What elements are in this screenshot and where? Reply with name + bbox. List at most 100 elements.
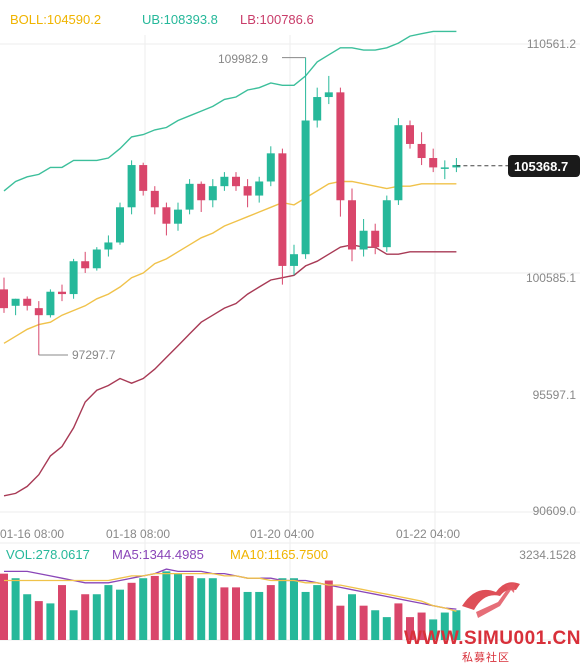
candles-group	[0, 57, 461, 356]
candle[interactable]	[23, 296, 32, 311]
candle-body	[255, 181, 264, 196]
candle[interactable]	[197, 181, 206, 212]
candle-body	[220, 176, 229, 187]
candle[interactable]	[127, 160, 136, 215]
candle-body	[417, 143, 426, 159]
candle-body	[46, 291, 55, 316]
candle[interactable]	[34, 301, 43, 356]
volume-bar	[162, 571, 171, 640]
candle[interactable]	[174, 202, 182, 231]
candle[interactable]	[139, 162, 148, 196]
price-label-2: 100585.1	[526, 271, 576, 285]
candle[interactable]	[440, 160, 449, 180]
volume-bar	[139, 578, 148, 640]
grid-lines	[0, 35, 580, 641]
volume-bar	[69, 610, 78, 640]
high-annotation: 109982.9	[218, 52, 306, 66]
candle-body	[185, 183, 194, 210]
candle-body	[116, 207, 124, 243]
candle[interactable]	[46, 289, 55, 318]
candle-body	[429, 158, 438, 168]
candle-body	[104, 242, 113, 250]
candle-body	[313, 97, 322, 121]
candle[interactable]	[429, 148, 438, 173]
volume-bar	[197, 578, 206, 640]
volume-bar	[116, 589, 124, 640]
candle[interactable]	[243, 179, 252, 208]
candle-body	[394, 125, 403, 201]
candle[interactable]	[313, 87, 322, 128]
candle[interactable]	[81, 251, 90, 273]
candle[interactable]	[255, 176, 264, 203]
ma10-label: MA10:1165.7500	[230, 547, 328, 562]
candle-body	[127, 165, 136, 208]
price-label-3: 95597.1	[533, 388, 577, 402]
candle[interactable]	[116, 202, 124, 245]
volume-bar	[278, 578, 287, 640]
candle-body	[23, 298, 32, 306]
watermark-logo: WWW.SIMU001.CN 私募社区	[404, 582, 580, 664]
candle-body	[382, 200, 391, 248]
time-label-3: 01-20 04:00	[250, 527, 314, 541]
candle[interactable]	[92, 247, 101, 271]
candle[interactable]	[301, 57, 310, 259]
candle[interactable]	[394, 118, 403, 205]
time-label-2: 01-18 08:00	[106, 527, 170, 541]
candle[interactable]	[290, 244, 298, 276]
candle[interactable]	[162, 202, 171, 236]
candle[interactable]	[266, 146, 275, 187]
current-price-badge	[508, 155, 580, 177]
time-label-1: 01-16 08:00	[0, 527, 64, 541]
volume-ma5-line	[4, 568, 457, 610]
candle[interactable]	[69, 258, 78, 299]
candle-body	[232, 176, 240, 187]
candle-body	[359, 230, 368, 250]
low-annotation: 97297.7	[38, 348, 116, 362]
candle[interactable]	[208, 179, 217, 208]
vol-label: VOL:278.0617	[6, 547, 90, 562]
candle[interactable]	[336, 87, 345, 217]
volume-bar	[243, 591, 252, 640]
bull-logo-icon	[462, 582, 520, 610]
candle[interactable]	[348, 188, 356, 262]
volume-bar	[92, 594, 101, 640]
candle[interactable]	[406, 120, 414, 149]
candle[interactable]	[104, 235, 113, 257]
candle-body	[174, 209, 182, 224]
volume-max-label: 3234.1528	[519, 548, 576, 562]
volume-bar	[174, 573, 182, 640]
volume-bar	[406, 617, 414, 640]
boll-label: BOLL:104590.2	[10, 12, 101, 27]
candle[interactable]	[324, 75, 333, 105]
candle[interactable]	[371, 223, 380, 255]
candle[interactable]	[232, 172, 240, 191]
candle[interactable]	[382, 195, 391, 252]
candle[interactable]	[278, 148, 287, 285]
candle[interactable]	[359, 219, 368, 257]
volume-bar	[127, 582, 136, 640]
candle[interactable]	[11, 298, 20, 316]
watermark-text: WWW.SIMU001.CN	[404, 628, 580, 649]
candle-body	[197, 183, 206, 201]
volume-bar	[440, 612, 449, 640]
candle[interactable]	[185, 179, 194, 215]
volume-bar	[371, 610, 380, 640]
ma5-label: MA5:1344.4985	[112, 547, 204, 562]
current-price-label: 105368.7	[514, 159, 568, 174]
candle-body	[208, 186, 217, 201]
volume-bar	[220, 587, 229, 640]
candle-body	[58, 291, 66, 295]
candle-body	[440, 167, 449, 169]
volume-bar	[255, 591, 264, 640]
candle[interactable]	[220, 172, 229, 191]
candle-body	[301, 120, 310, 255]
candle[interactable]	[58, 284, 66, 302]
high-price-label: 109982.9	[218, 52, 268, 66]
volume-bar	[23, 594, 32, 640]
middle-band-line	[3, 180, 457, 344]
candle[interactable]	[150, 186, 159, 215]
candle[interactable]	[0, 277, 8, 313]
volume-bar	[208, 578, 217, 640]
candle[interactable]	[417, 132, 426, 166]
